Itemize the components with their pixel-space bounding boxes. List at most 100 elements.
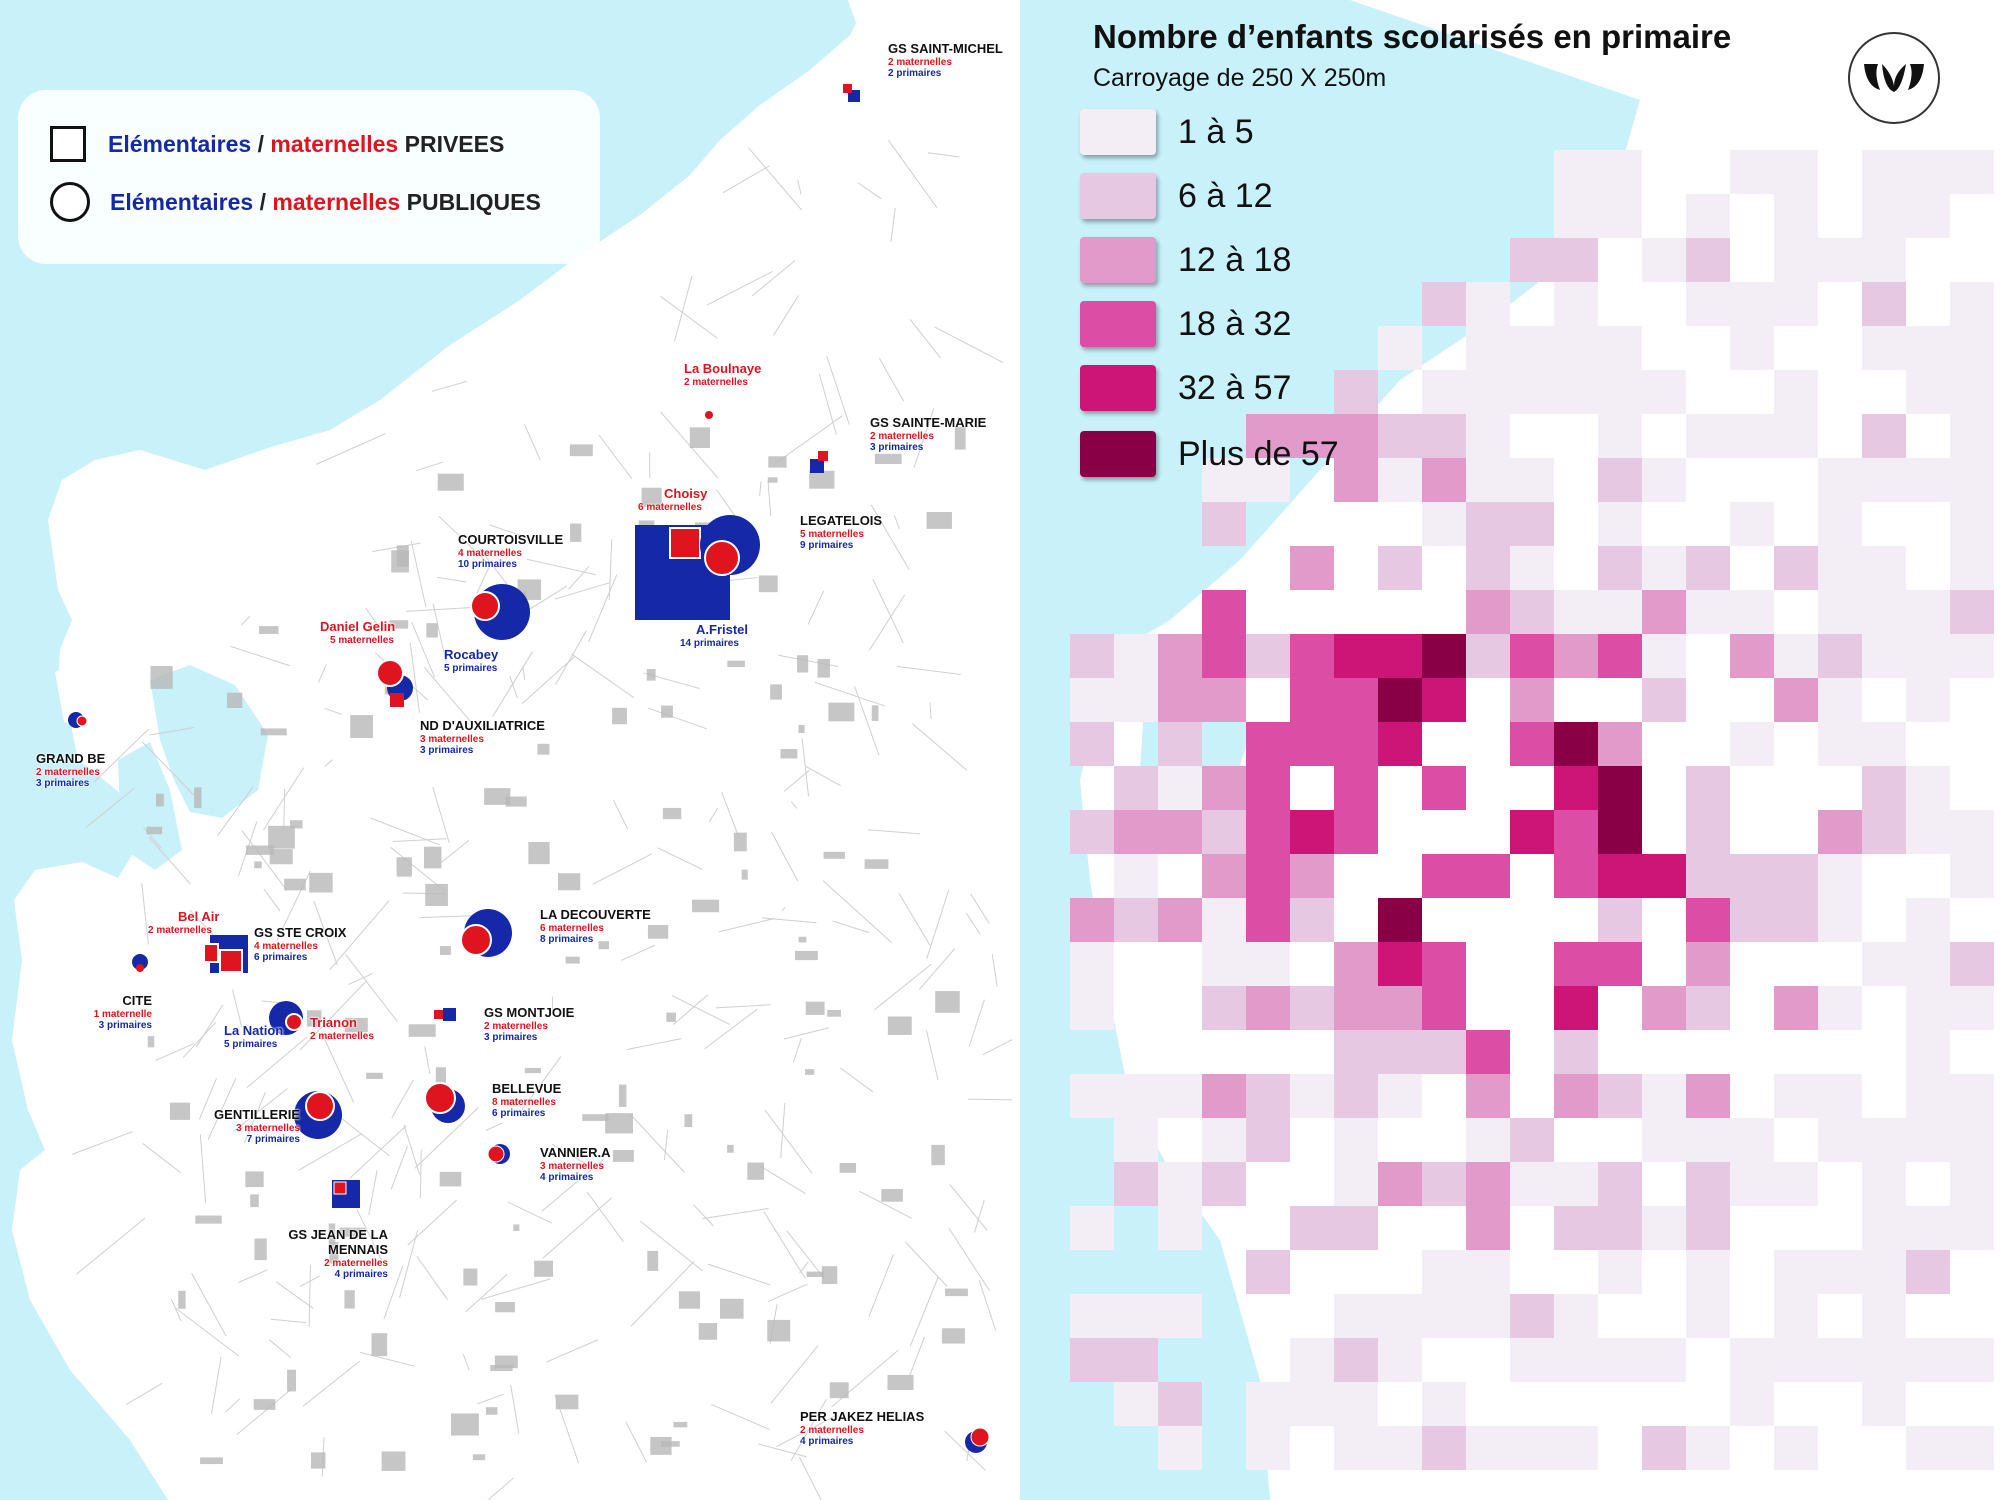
grid-cell	[1686, 898, 1730, 942]
grid-cell	[1686, 1074, 1730, 1118]
street-line	[926, 889, 950, 959]
grid-cell	[1598, 1206, 1642, 1250]
school-circle-grand-be-mat[interactable]	[76, 715, 88, 727]
legend-private-row: Elémentaires / maternelles PRIVEES	[50, 124, 504, 164]
school-square-montjoie[interactable]	[443, 1008, 456, 1021]
school-name: GENTILLERIE	[214, 1107, 300, 1122]
building-block	[780, 749, 798, 759]
school-square-sainte-marie[interactable]	[810, 459, 824, 473]
grid-cell	[1598, 634, 1642, 678]
building-block	[254, 861, 262, 869]
grid-cell	[1466, 546, 1510, 590]
school-square-ste-croix-mat[interactable]	[219, 949, 243, 973]
brand-logo	[1848, 32, 1940, 124]
street-line	[72, 1131, 133, 1155]
grid-cell	[1730, 282, 1774, 326]
street-line	[432, 786, 450, 843]
school-square-sainte-marie-mat[interactable]	[818, 451, 828, 461]
school-circle-cite[interactable]	[132, 954, 148, 970]
grid-cell	[1906, 1250, 1950, 1294]
grid-cell	[1950, 502, 1994, 546]
grid-cell	[1774, 1074, 1818, 1118]
building-block	[678, 1291, 701, 1309]
school-name: LEGATELOIS	[800, 513, 883, 528]
grid-cell	[1554, 634, 1598, 678]
street-line	[298, 1133, 362, 1171]
grid-cell	[1510, 1294, 1554, 1338]
school-primaires: 3 primaires	[36, 778, 90, 790]
street-line	[780, 1102, 786, 1159]
building-block	[329, 1242, 339, 1264]
school-square-choisy[interactable]	[669, 527, 701, 559]
school-circle-daniel-gelin[interactable]	[376, 659, 404, 687]
grid-cell	[1554, 282, 1598, 326]
grid-cell	[1818, 854, 1862, 898]
label-jean-de-la-mennais: GS JEAN DE LA MENNAIS 2 maternelles 4 pr…	[270, 1227, 388, 1281]
street-line	[968, 999, 985, 1047]
school-square-saint-michel-mat[interactable]	[843, 84, 852, 93]
street-line	[625, 1421, 648, 1463]
street-line	[555, 630, 587, 685]
school-primaires: 5 primaires	[444, 662, 498, 674]
school-maternelles: 2 maternelles	[888, 56, 952, 68]
street-line	[630, 1261, 695, 1327]
school-circle-gentillerie-mat[interactable]	[305, 1091, 335, 1121]
building-block	[823, 851, 845, 859]
school-square-nd-auxiliatrice[interactable]	[390, 693, 404, 707]
building-block	[495, 1302, 515, 1313]
school-square-jean-mennais-mat[interactable]	[333, 1181, 347, 1195]
grid-cell	[1378, 414, 1422, 458]
grid-cell	[1686, 414, 1730, 458]
grid-cell	[1290, 414, 1334, 458]
building-block	[767, 477, 778, 483]
street-line	[345, 954, 398, 1022]
street-line	[870, 504, 910, 570]
school-circle-vannier-mat[interactable]	[487, 1145, 505, 1163]
school-circle-legatelois-mat[interactable]	[704, 540, 740, 576]
building-block	[569, 444, 593, 457]
street-line	[598, 434, 633, 480]
street-line	[521, 655, 576, 705]
grid-cell	[1246, 458, 1290, 502]
school-primaires: 8 primaires	[540, 934, 594, 946]
grid-cell	[1686, 282, 1730, 326]
building-block	[767, 1319, 791, 1342]
grid-cell	[1950, 854, 1994, 898]
grid-cell	[1466, 1074, 1510, 1118]
street-line	[541, 1158, 605, 1212]
school-circle-boulnaye[interactable]	[705, 411, 713, 419]
grid-cell	[1422, 766, 1466, 810]
street-line	[804, 765, 841, 787]
grid-cell	[1774, 1162, 1818, 1206]
grid-cell	[1686, 766, 1730, 810]
building-block	[439, 1171, 462, 1187]
building-block	[926, 511, 952, 529]
grid-cell	[1510, 238, 1554, 282]
street-line	[299, 1275, 320, 1288]
school-maternelles: 5 maternelles	[800, 528, 864, 540]
school-square-montjoie-mat[interactable]	[434, 1010, 443, 1019]
street-line	[270, 1318, 307, 1324]
grid-cell	[1510, 634, 1554, 678]
school-circle-cite-mat[interactable]	[136, 964, 144, 972]
street-line	[722, 165, 770, 194]
school-circle-per-jakez-helias-mat[interactable]	[970, 1427, 990, 1447]
school-square-bel-air[interactable]	[203, 943, 219, 963]
school-circle-bellevue-mat[interactable]	[424, 1082, 456, 1114]
grid-cell	[1114, 1162, 1158, 1206]
building-block	[684, 1114, 693, 1128]
street-line	[125, 1382, 163, 1406]
school-circle-la-decouverte-mat[interactable]	[460, 924, 492, 956]
school-circle-courtoisville-mat[interactable]	[470, 591, 500, 621]
school-circle-trianon[interactable]	[285, 1013, 303, 1031]
street-line	[477, 1393, 504, 1405]
grid-cell	[1070, 1074, 1114, 1118]
grid-cell	[1158, 810, 1202, 854]
grid-cell	[1378, 546, 1422, 590]
grid-cell	[1774, 1338, 1818, 1382]
grid-cell	[1862, 634, 1906, 678]
grid-cell	[1686, 942, 1730, 986]
street-line	[141, 883, 149, 945]
grid-cell	[1510, 1338, 1554, 1382]
legend-class-row: 1 à 5	[1080, 108, 1254, 156]
